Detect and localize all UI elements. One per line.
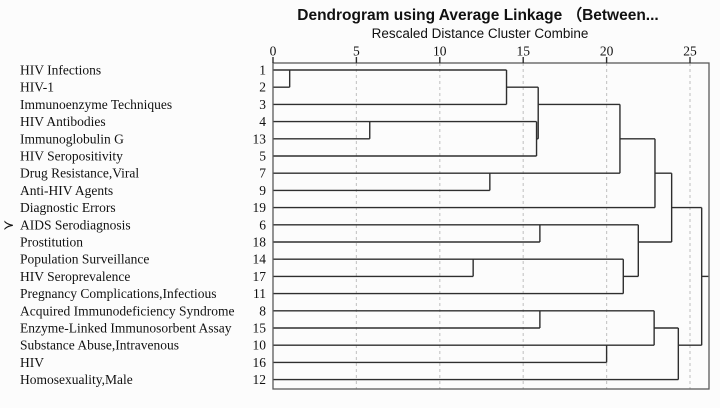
row-id: 6: [259, 217, 266, 232]
axis-tick-label: 25: [683, 44, 697, 59]
row-marker-icon: ≻: [3, 217, 14, 232]
row-id: 19: [253, 200, 267, 215]
row-label: Enzyme-Linked Immunosorbent Assay: [20, 321, 232, 336]
row-id: 7: [259, 166, 266, 181]
row-id: 2: [259, 80, 266, 95]
row-label: HIV Antibodies: [20, 114, 106, 129]
row-label: Acquired Immunodeficiency Syndrome: [20, 303, 234, 318]
chart-subtitle: Rescaled Distance Cluster Combine: [372, 26, 589, 41]
row-label: HIV Infections: [20, 63, 101, 78]
row-label: Diagnostic Errors: [20, 200, 116, 215]
plot-area: 0 5 10 15 20 25 HIV Infections 1 HIV-1 2 Immunoenz…: [3, 44, 710, 390]
row-id: 12: [253, 372, 267, 387]
row-label: HIV-1: [20, 80, 54, 95]
row-id: 1: [259, 63, 266, 78]
row-id: 14: [253, 252, 267, 267]
row-id: 9: [259, 183, 266, 198]
row-label: HIV Seropositivity: [20, 149, 123, 164]
row-id: 18: [253, 235, 267, 250]
row-label: Homosexuality,Male: [20, 372, 133, 387]
row-label: Anti-HIV Agents: [20, 183, 113, 198]
row-label: HIV: [20, 355, 44, 370]
row-label: Pregnancy Complications,Infectious: [20, 286, 216, 301]
row-id: 17: [253, 269, 267, 284]
row-id: 11: [253, 286, 266, 301]
axis-tick-label: 5: [353, 44, 360, 59]
row-id: 16: [253, 355, 267, 370]
row-id: 4: [259, 114, 266, 129]
row-label: Population Surveillance: [20, 252, 149, 267]
row-id: 5: [259, 149, 266, 164]
row-id: 10: [253, 338, 267, 353]
row-label: AIDS Serodiagnosis: [20, 217, 131, 232]
chart-title: Dendrogram using Average Linkage （Betwee…: [297, 6, 658, 24]
plot-frame: [272, 62, 710, 390]
row-label: Drug Resistance,Viral: [20, 166, 139, 181]
row-label: HIV Seroprevalence: [20, 269, 130, 284]
row-label: Immunoenzyme Techniques: [20, 97, 172, 112]
row-id: 3: [259, 97, 266, 112]
axis-tick-label: 0: [270, 44, 277, 59]
axis-tick-label: 10: [433, 44, 447, 59]
row-label: Prostitution: [20, 235, 83, 250]
row-id: 13: [253, 131, 267, 146]
row-label: Substance Abuse,Intravenous: [20, 338, 179, 353]
axis-tick-label: 15: [516, 44, 530, 59]
axis-tick-label: 20: [600, 44, 614, 59]
row-id: 15: [253, 321, 267, 336]
row-label: Immunoglobulin G: [20, 131, 124, 146]
row-id: 8: [259, 303, 266, 318]
